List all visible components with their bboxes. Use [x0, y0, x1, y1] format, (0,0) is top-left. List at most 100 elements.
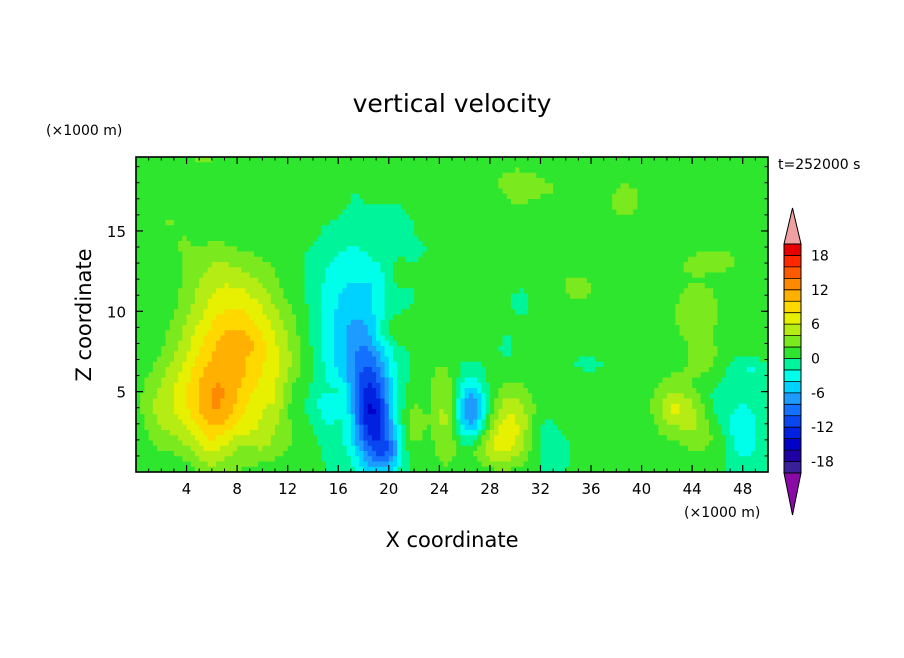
heatmap-cell [355, 251, 360, 258]
heatmap-cell [367, 304, 373, 310]
heatmap-cell [742, 204, 748, 211]
heatmap-cell [746, 272, 752, 279]
heatmap-cell [447, 188, 453, 195]
heatmap-cell [498, 230, 504, 237]
heatmap-cell [523, 272, 529, 279]
heatmap-cell [759, 298, 765, 305]
heatmap-cell [603, 167, 609, 174]
heatmap-cell [224, 157, 230, 163]
heatmap-cell [266, 220, 272, 226]
heatmap-cell [620, 183, 626, 190]
heatmap-cell [338, 241, 344, 247]
heatmap-cell [746, 319, 752, 326]
heatmap-cell [371, 235, 377, 242]
heatmap-cell [169, 262, 175, 268]
heatmap-cell [216, 325, 221, 331]
heatmap-cell [405, 172, 411, 179]
heatmap-cell [296, 256, 301, 263]
heatmap-cell [228, 298, 234, 305]
heatmap-cell [380, 304, 386, 310]
heatmap-cell [165, 183, 171, 190]
heatmap-cell [713, 183, 719, 190]
heatmap-cell [190, 319, 196, 326]
heatmap-cell [182, 193, 188, 200]
heatmap-cell [717, 214, 723, 221]
heatmap-cell [401, 178, 407, 184]
heatmap-cell [371, 209, 377, 216]
heatmap-cell [637, 246, 643, 253]
heatmap-cell [144, 214, 150, 221]
heatmap-cell [574, 325, 579, 331]
heatmap-cell [300, 330, 306, 337]
heatmap-cell [624, 288, 630, 295]
heatmap-cell [237, 172, 242, 179]
heatmap-cell [245, 209, 251, 216]
heatmap-cell [591, 230, 596, 237]
heatmap-cell [494, 288, 499, 295]
heatmap-cell [384, 283, 390, 289]
heatmap-cell [628, 309, 634, 316]
heatmap-cell [262, 188, 268, 195]
heatmap-cell [452, 262, 457, 268]
heatmap-cell [557, 183, 563, 190]
heatmap-cell [612, 267, 617, 274]
heatmap-cell [666, 288, 672, 295]
heatmap-cell [228, 193, 234, 200]
heatmap-cell [300, 293, 306, 300]
heatmap-cell [650, 262, 655, 268]
heatmap-cell [148, 262, 154, 268]
heatmap-cell [152, 314, 158, 321]
heatmap-cell [650, 241, 655, 247]
heatmap-cell [624, 199, 630, 205]
heatmap-cell [325, 209, 331, 216]
heatmap-cell [759, 157, 765, 163]
heatmap-cell [186, 251, 192, 258]
heatmap-cell [388, 246, 394, 253]
heatmap-cell [456, 314, 462, 321]
heatmap-cell [658, 314, 664, 321]
heatmap-cell [679, 256, 685, 263]
heatmap-cell [595, 183, 601, 190]
heatmap-cell [515, 157, 521, 163]
heatmap-cell [561, 262, 567, 268]
heatmap-cell [452, 246, 457, 253]
heatmap-cell [350, 288, 356, 295]
heatmap-cell [308, 293, 314, 300]
heatmap-cell [532, 304, 537, 310]
heatmap-cell [258, 293, 263, 300]
heatmap-cell [704, 256, 710, 263]
heatmap-cell [515, 293, 521, 300]
heatmap-cell [658, 251, 664, 258]
heatmap-cell [304, 220, 310, 226]
heatmap-cell [595, 256, 601, 263]
heatmap-cell [140, 298, 146, 305]
heatmap-cell [561, 178, 567, 184]
heatmap-cell [342, 172, 348, 179]
heatmap-cell [658, 188, 664, 195]
heatmap-cell [203, 283, 209, 289]
heatmap-cell [270, 241, 276, 247]
heatmap-cell [397, 230, 403, 237]
heatmap-cell [540, 325, 546, 331]
heatmap-cell [317, 319, 322, 326]
heatmap-cell [679, 199, 685, 205]
heatmap-cell [713, 204, 719, 211]
heatmap-cell [654, 298, 660, 305]
heatmap-cell [519, 241, 525, 247]
heatmap-cell [624, 162, 630, 169]
heatmap-cell [342, 288, 348, 295]
heatmap-cell [426, 325, 432, 331]
heatmap-cell [266, 304, 272, 310]
heatmap-cell [325, 204, 331, 211]
heatmap-cell [734, 172, 740, 179]
heatmap-cell [624, 251, 630, 258]
heatmap-cell [384, 246, 390, 253]
heatmap-cell [477, 193, 483, 200]
heatmap-cell [216, 204, 221, 211]
heatmap-cell [152, 277, 158, 284]
heatmap-cell [709, 283, 714, 289]
heatmap-cell [650, 193, 655, 200]
heatmap-cell [321, 246, 327, 253]
heatmap-cell [329, 193, 335, 200]
heatmap-cell [473, 209, 478, 216]
